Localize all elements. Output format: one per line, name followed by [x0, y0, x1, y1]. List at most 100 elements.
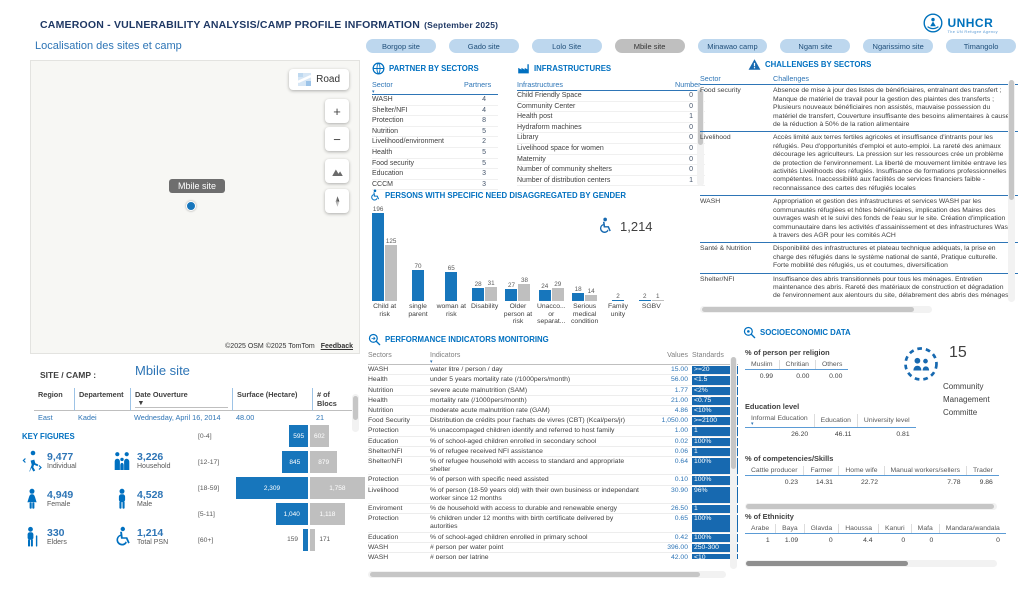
- value-cell: 21.00: [670, 396, 688, 404]
- table-row: CCCM 3: [372, 180, 498, 191]
- performance-row: Food Security Distribution de crédits pou…: [368, 416, 738, 427]
- value-cell: 0.02: [674, 437, 688, 445]
- stat-value: 0: [901, 537, 906, 544]
- psn-bar[interactable]: [651, 299, 664, 301]
- pitch-button[interactable]: [325, 159, 349, 183]
- sector-cell: WASH: [368, 543, 389, 551]
- psn-bar[interactable]: [385, 244, 398, 301]
- bar-value-label: 1,758: [329, 484, 346, 492]
- psn-bar[interactable]: [538, 290, 551, 301]
- challenges-scrollbar[interactable]: [1008, 80, 1015, 302]
- site-table-scrollbar[interactable]: [352, 394, 359, 432]
- site-map-marker[interactable]: [186, 201, 196, 211]
- bar-value-label: 24: [541, 283, 549, 291]
- pyramid-bar-gray[interactable]: [310, 529, 316, 551]
- tab-ngarissimo-site[interactable]: Ngarissimo site: [863, 39, 934, 53]
- skills-hscrollbar[interactable]: [745, 503, 997, 510]
- compass-button[interactable]: [325, 189, 349, 213]
- table-cell: Number of distribution centers: [517, 176, 611, 184]
- zoom-in-button[interactable]: +: [325, 99, 349, 123]
- psn-bar[interactable]: [611, 299, 624, 301]
- pyramid-left-side: 595: [234, 425, 308, 447]
- key-figure-label: Female: [47, 501, 71, 508]
- map-panel[interactable]: Road + − Mbile site ©2025 OSM ©2025 TomT…: [30, 60, 360, 354]
- stat-value: 14.31: [815, 479, 833, 486]
- pyramid-bar-gray[interactable]: 602: [310, 425, 329, 447]
- tab-borgop-site[interactable]: Borgop site: [366, 39, 436, 53]
- bar-value-label: 196: [372, 206, 384, 213]
- challenges-hscrollbar[interactable]: [700, 306, 932, 313]
- sector-cell: Health: [368, 376, 388, 384]
- table-row: Nutrition 5: [372, 127, 498, 138]
- psn-bar[interactable]: [372, 213, 385, 301]
- performance-scrollbar[interactable]: [730, 357, 737, 569]
- table-row: Community Center 0: [517, 102, 705, 113]
- challenge-row: Food security Absence de mise à jour des …: [700, 85, 1018, 131]
- psn-bar[interactable]: [485, 287, 498, 301]
- psn-bar[interactable]: [551, 287, 564, 301]
- warning-triangle-icon: [748, 59, 761, 70]
- column-header: Arabe: [745, 524, 776, 534]
- column-header: Challenges: [773, 74, 809, 83]
- zoom-out-button[interactable]: −: [325, 127, 349, 151]
- column-header[interactable]: Informal Education ▾: [745, 414, 815, 428]
- stat-value: 22.72: [860, 479, 878, 486]
- table-row: Maternity 0: [517, 155, 705, 166]
- value-cell: 0.10: [674, 476, 688, 484]
- psn-bar[interactable]: [472, 288, 485, 301]
- column-header: Haoussa: [838, 524, 879, 534]
- feedback-link[interactable]: Feedback: [320, 343, 353, 350]
- psn-bar[interactable]: [572, 292, 585, 301]
- psn-bar-wrap: 14: [585, 288, 598, 301]
- table-cell: Number of community shelters: [517, 166, 612, 174]
- pyramid-bar-gray[interactable]: 879: [310, 451, 338, 473]
- performance-row: Health under 5 years mortality rate (/100…: [368, 375, 738, 386]
- map-style-label: Road: [316, 74, 340, 85]
- ethnicity-hscrollbar[interactable]: [745, 560, 997, 567]
- tab-gado-site[interactable]: Gado site: [448, 39, 519, 53]
- column-header[interactable]: Sector ▾: [372, 80, 464, 95]
- pyramid-bar-blue[interactable]: [303, 529, 308, 551]
- education-block: Education level Informal Education ▾ Educa…: [745, 402, 916, 439]
- performance-hscrollbar[interactable]: [368, 571, 726, 578]
- psn-bar-group: 28 31: [468, 280, 501, 301]
- column-header[interactable]: Indicators ▾: [430, 352, 640, 365]
- pyramid-bar-gray[interactable]: 1,118: [310, 503, 345, 525]
- tab-ngam-site[interactable]: Ngam site: [780, 39, 851, 53]
- column-header[interactable]: Date Ouverture ▾: [130, 388, 232, 411]
- tab-lolo-site[interactable]: Lolo Site: [531, 39, 602, 53]
- pyramid-bar-blue[interactable]: 595: [289, 425, 308, 447]
- map-style-button[interactable]: Road: [289, 69, 349, 90]
- sector-cell: Enviroment: [368, 505, 403, 513]
- psn-bar[interactable]: [638, 299, 651, 301]
- pyramid-bar-blue[interactable]: 845: [281, 451, 308, 473]
- tab-timangolo[interactable]: Timangolo: [946, 39, 1016, 53]
- infra-scrollbar[interactable]: [697, 88, 704, 186]
- challenge-text: Appropriation et gestion des infrastruct…: [773, 198, 1012, 239]
- psn-section-header: PERSONS WITH SPECIFIC NEED DISAGGREGATED…: [368, 189, 714, 202]
- psn-bar[interactable]: [445, 271, 458, 301]
- psn-category-label: Serious medical condition: [571, 303, 599, 326]
- column-header: Kanuri: [878, 524, 912, 534]
- psn-bar[interactable]: [411, 269, 424, 301]
- challenge-row: WASH Appropriation et gestion des infrast…: [700, 195, 1018, 242]
- tab-mbile-site[interactable]: Mbile site: [614, 39, 685, 53]
- performance-row: Shelter/NFI % of refugee received NFI ass…: [368, 447, 738, 458]
- pyramid-bar-blue[interactable]: 1,040: [275, 503, 308, 525]
- pyramid-bar-blue[interactable]: 2,309: [236, 477, 308, 499]
- table-row: Protection 8: [372, 116, 498, 127]
- pyramid-bar-gray[interactable]: 1,758: [310, 477, 365, 499]
- psn-bar[interactable]: [505, 288, 518, 301]
- psn-bar-group: 24 29: [535, 281, 568, 301]
- challenges-section-header: CHALLENGES BY SECTORS: [748, 58, 1018, 71]
- indicator-cell: # person per latrine: [430, 554, 489, 559]
- column-header: Mafa: [910, 524, 940, 534]
- psn-bar[interactable]: [585, 294, 598, 301]
- psn-bar[interactable]: [518, 283, 531, 301]
- pyramid-left-side: 1,040: [234, 503, 308, 525]
- sector-cell: Shelter/NFI: [700, 275, 735, 283]
- stat-value: 7.78: [947, 479, 961, 486]
- column-header: Farmer: [803, 466, 839, 476]
- tab-minawao-camp[interactable]: Minawao camp: [697, 39, 768, 53]
- column-header: Sector: [700, 74, 721, 83]
